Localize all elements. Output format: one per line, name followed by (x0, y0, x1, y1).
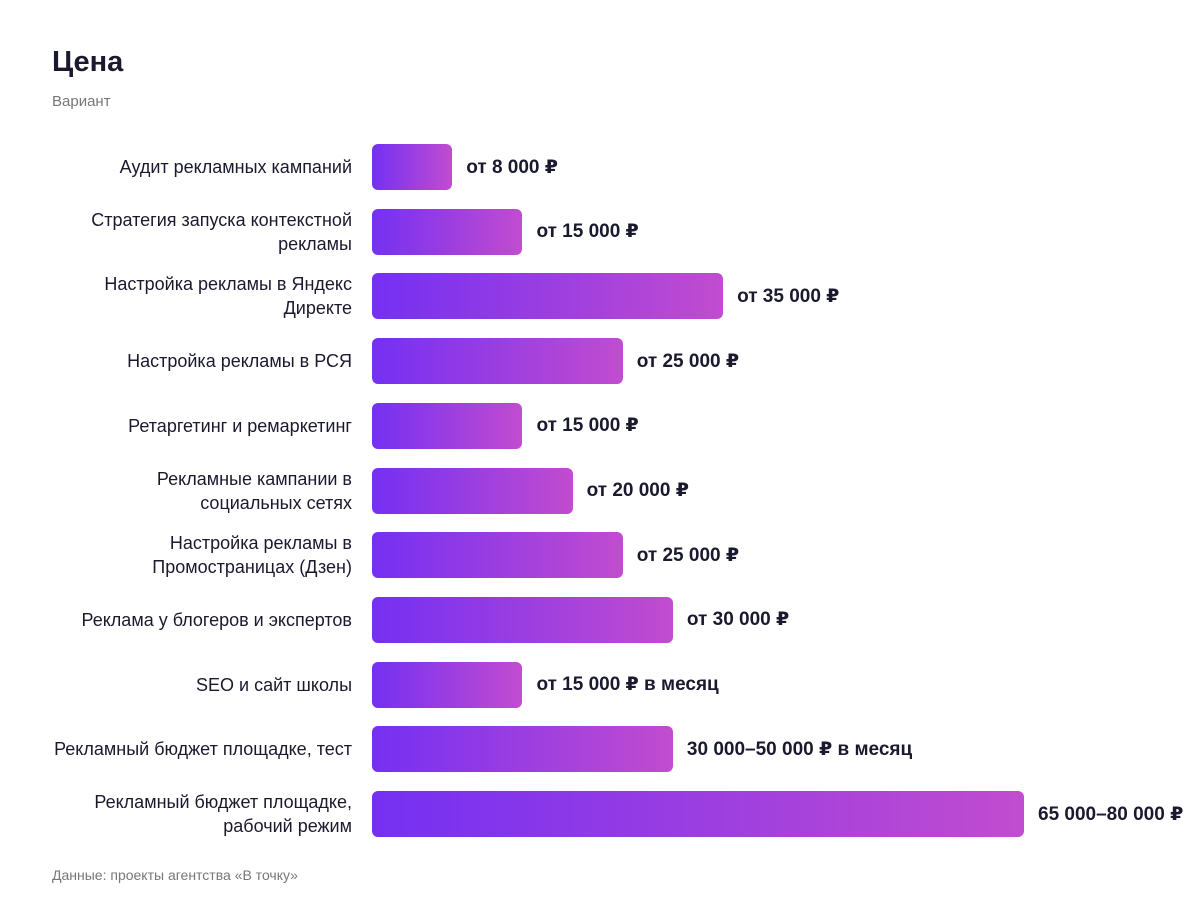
bar (372, 467, 573, 514)
value-label: от 15 000 ₽ (536, 221, 639, 243)
category-label: Настройка рекламы в РСЯ (127, 351, 352, 372)
bar (372, 338, 623, 385)
source-note: Данные: проекты агентства «В точку» (52, 867, 298, 883)
value-label: от 20 000 ₽ (586, 480, 689, 501)
category-label: SEO и сайт школы (196, 674, 352, 695)
value-label: от 15 000 ₽ в месяц (536, 674, 719, 696)
bar (372, 532, 623, 579)
chart-title: Цена (52, 46, 124, 78)
bar-row: Реклама у блогеров и экспертов от 30 000 … (0, 596, 1200, 643)
bar-row: Настройка рекламы в Яндекс Директе от 35 … (0, 273, 1200, 320)
bar-row: Аудит рекламных кампаний от 8 000 ₽ (0, 144, 1200, 190)
value-label: от 8 000 ₽ (466, 156, 558, 178)
value-label: от 15 000 ₽ (536, 415, 639, 437)
value-label: от 35 000 ₽ (737, 285, 840, 307)
bar (372, 208, 523, 255)
category-label: Аудит рекламных кампаний (119, 157, 352, 177)
bar-row: Стратегия запуска контекстной рекламы от … (0, 208, 1200, 255)
bar (372, 726, 673, 773)
value-label: 65 000–80 000 ₽ (1038, 803, 1184, 825)
bar (372, 144, 453, 190)
bar (372, 596, 673, 643)
value-label: от 30 000 ₽ (686, 609, 790, 631)
category-label: Рекламный бюджет площадке, рабочий режим (94, 792, 352, 836)
category-label: Рекламные кампании в социальных сетях (156, 468, 352, 513)
category-label: Стратегия запуска контекстной рекламы (91, 209, 352, 254)
value-label: 30 000–50 000 ₽ в месяц (686, 738, 913, 760)
value-label: от 25 000 ₽ (636, 350, 740, 372)
category-label: Настройка рекламы в Промостраницах (Дзен… (152, 533, 352, 578)
bar-row: Рекламные кампании в социальных сетях от … (0, 467, 1200, 514)
bar-row: Настройка рекламы в РСЯ от 25 000 ₽ (0, 338, 1200, 385)
bar-row: Рекламный бюджет площадке, рабочий режим… (0, 791, 1200, 837)
chart-subtitle: Вариант (52, 93, 111, 110)
category-label: Ретаргетинг и ремаркетинг (128, 415, 352, 436)
bar-row: Настройка рекламы в Промостраницах (Дзен… (0, 532, 1200, 579)
category-label: Настройка рекламы в Яндекс Директе (104, 274, 352, 319)
bar-row: SEO и сайт школы от 15 000 ₽ в месяц (0, 661, 1200, 708)
category-label: Реклама у блогеров и экспертов (81, 609, 353, 630)
bar (372, 402, 523, 449)
bar (372, 273, 724, 320)
value-label: от 25 000 ₽ (636, 544, 740, 566)
bar (372, 661, 523, 708)
category-label: Рекламный бюджет площадке, тест (54, 739, 352, 760)
bar (372, 791, 1024, 837)
bar-row: Рекламный бюджет площадке, тест 30 000–50… (0, 726, 1200, 773)
bar-row: Ретаргетинг и ремаркетинг от 15 000 ₽ (0, 402, 1200, 449)
